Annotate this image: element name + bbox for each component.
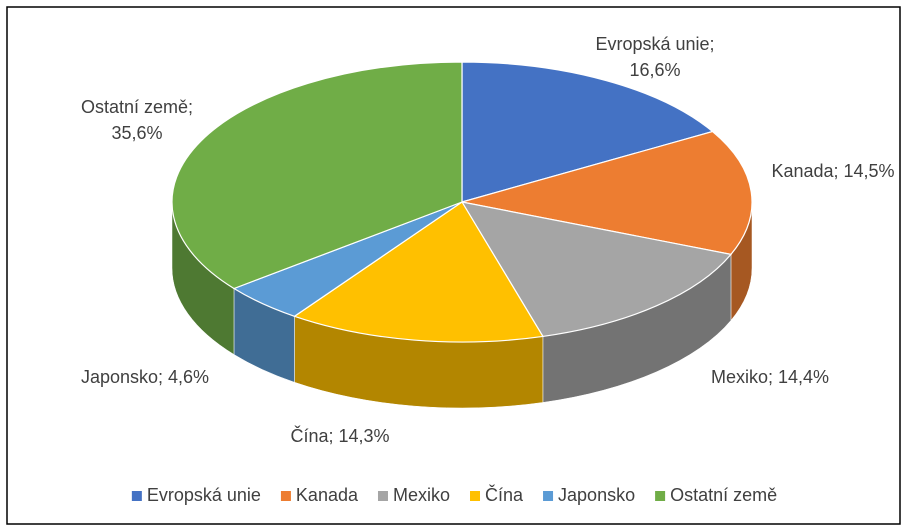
data-label: Čína; 14,3% [290, 425, 389, 446]
legend-swatch [655, 491, 666, 501]
data-label-line: 35,6% [111, 123, 162, 143]
slice [171, 61, 463, 290]
legend-label: Čína [485, 484, 524, 505]
data-label: Evropská unie; 16,6% [595, 34, 714, 80]
data-label: Kanada; 14,5% [771, 161, 894, 181]
data-label-line: Ostatní země; [81, 97, 193, 117]
legend: Evropská unie Kanada Mexiko Čína Japonsko Ost… [131, 484, 777, 505]
data-label: Japonsko; 4,6% [81, 367, 209, 387]
data-label: Mexiko; 14,4% [711, 367, 829, 387]
slice [293, 201, 544, 343]
data-label-line: 16,6% [629, 60, 680, 80]
legend-swatch [543, 491, 554, 501]
legend-swatch [131, 491, 142, 501]
legend-label: Kanada [296, 485, 359, 505]
data-label: Ostatní země; 35,6% [81, 97, 193, 143]
legend-label: Mexiko [393, 485, 450, 505]
legend-swatch [377, 491, 388, 501]
legend-label: Evropská unie [147, 485, 261, 505]
slice [461, 61, 714, 203]
data-label-line: Evropská unie; [595, 34, 714, 54]
legend-label: Japonsko [558, 485, 635, 505]
legend-swatch [470, 491, 481, 501]
legend-swatch [280, 491, 291, 501]
slice [460, 201, 733, 338]
slice [461, 130, 753, 256]
legend-label: Ostatní země [670, 485, 777, 505]
